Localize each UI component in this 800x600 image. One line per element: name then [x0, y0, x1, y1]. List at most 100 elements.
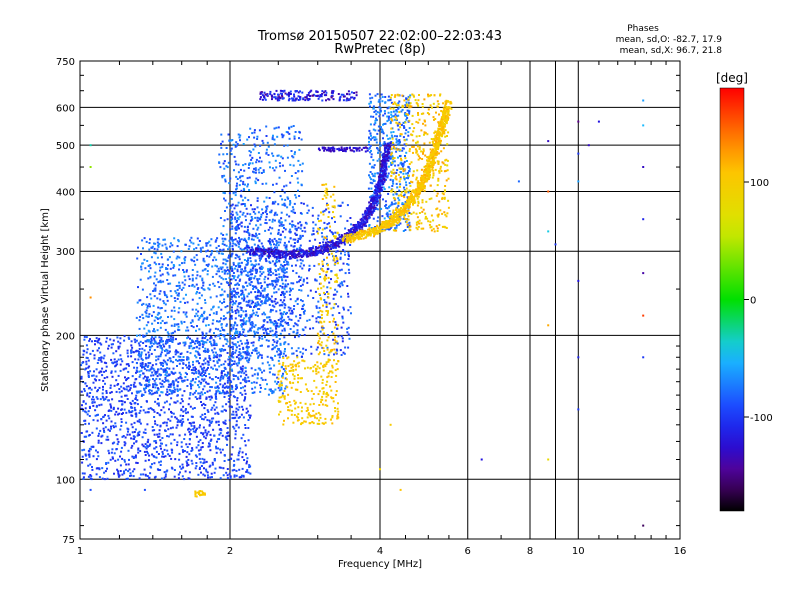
- data-point: [163, 322, 166, 325]
- data-point: [275, 239, 278, 242]
- data-point: [392, 147, 395, 150]
- data-point: [170, 392, 173, 395]
- data-point: [187, 403, 190, 406]
- data-point: [419, 157, 421, 160]
- data-point: [269, 271, 272, 273]
- data-point: [141, 443, 144, 446]
- data-point: [440, 150, 443, 153]
- data-point: [375, 113, 378, 116]
- data-point: [183, 283, 186, 286]
- data-point: [281, 319, 284, 322]
- data-point: [342, 93, 345, 96]
- data-point: [148, 378, 151, 381]
- data-point: [286, 311, 288, 314]
- data-point: [178, 284, 181, 287]
- data-point: [117, 347, 120, 350]
- data-point: [433, 230, 436, 233]
- data-point: [83, 419, 86, 422]
- data-point: [391, 127, 394, 130]
- data-point: [110, 391, 113, 394]
- data-point: [447, 199, 450, 202]
- data-point: [177, 419, 180, 422]
- data-point: [101, 477, 104, 480]
- data-point: [244, 183, 246, 186]
- data-point: [434, 118, 437, 120]
- data-point: [188, 345, 191, 348]
- data-point: [405, 160, 408, 162]
- data-point: [202, 369, 205, 372]
- data-point: [259, 304, 262, 307]
- data-point: [131, 455, 134, 458]
- data-point: [115, 390, 118, 393]
- data-point: [198, 240, 201, 242]
- data-point: [229, 228, 232, 231]
- data-point: [427, 220, 430, 223]
- data-point: [331, 314, 334, 317]
- data-point: [273, 93, 276, 96]
- data-point: [206, 471, 209, 474]
- data-point: [150, 341, 153, 344]
- data-point: [85, 435, 88, 438]
- data-point: [222, 391, 225, 394]
- data-point: [292, 325, 295, 328]
- data-point: [378, 158, 381, 161]
- data-point: [126, 349, 129, 352]
- data-point: [232, 363, 235, 365]
- data-point: [141, 262, 144, 265]
- data-point: [228, 419, 231, 422]
- data-point: [276, 246, 279, 249]
- data-point: [332, 98, 335, 101]
- data-point: [171, 449, 174, 452]
- data-point: [234, 317, 237, 320]
- data-point: [194, 350, 197, 353]
- data-point: [333, 147, 336, 150]
- data-point: [191, 384, 194, 387]
- data-point: [230, 381, 233, 384]
- data-point: [278, 219, 281, 222]
- data-point: [170, 397, 173, 400]
- data-point: [200, 391, 203, 394]
- data-point: [298, 195, 301, 197]
- data-point: [123, 408, 126, 411]
- data-point: [138, 334, 141, 337]
- data-point: [171, 451, 174, 454]
- data-point: [108, 452, 111, 455]
- data-point: [243, 317, 246, 320]
- data-point: [215, 295, 218, 298]
- data-point: [415, 101, 418, 104]
- data-point: [230, 237, 233, 240]
- data-point: [299, 163, 302, 166]
- data-point: [139, 315, 142, 318]
- data-point: [255, 347, 258, 350]
- data-point: [235, 384, 238, 387]
- data-point: [205, 468, 208, 471]
- data-point: [231, 217, 234, 220]
- data-point: [430, 229, 433, 232]
- data-point: [172, 266, 175, 269]
- data-point: [245, 346, 248, 349]
- data-point: [343, 352, 346, 355]
- data-point: [118, 391, 121, 394]
- data-point: [164, 455, 167, 458]
- data-point: [406, 224, 409, 226]
- data-point: [103, 361, 106, 364]
- data-point: [188, 368, 190, 370]
- data-point: [270, 308, 272, 311]
- data-point: [226, 218, 229, 221]
- data-point: [388, 206, 390, 209]
- data-point: [290, 347, 293, 350]
- data-point: [259, 344, 262, 347]
- data-point: [105, 419, 108, 422]
- data-point: [115, 364, 117, 367]
- data-point: [159, 414, 162, 417]
- data-point: [201, 446, 204, 448]
- data-point: [249, 283, 252, 286]
- data-point: [220, 308, 223, 311]
- data-point: [272, 339, 275, 341]
- data-point: [293, 245, 296, 248]
- data-point: [127, 389, 130, 392]
- data-point: [288, 92, 291, 95]
- data-point: [82, 353, 85, 356]
- data-point: [150, 337, 153, 340]
- data-point: [230, 314, 233, 317]
